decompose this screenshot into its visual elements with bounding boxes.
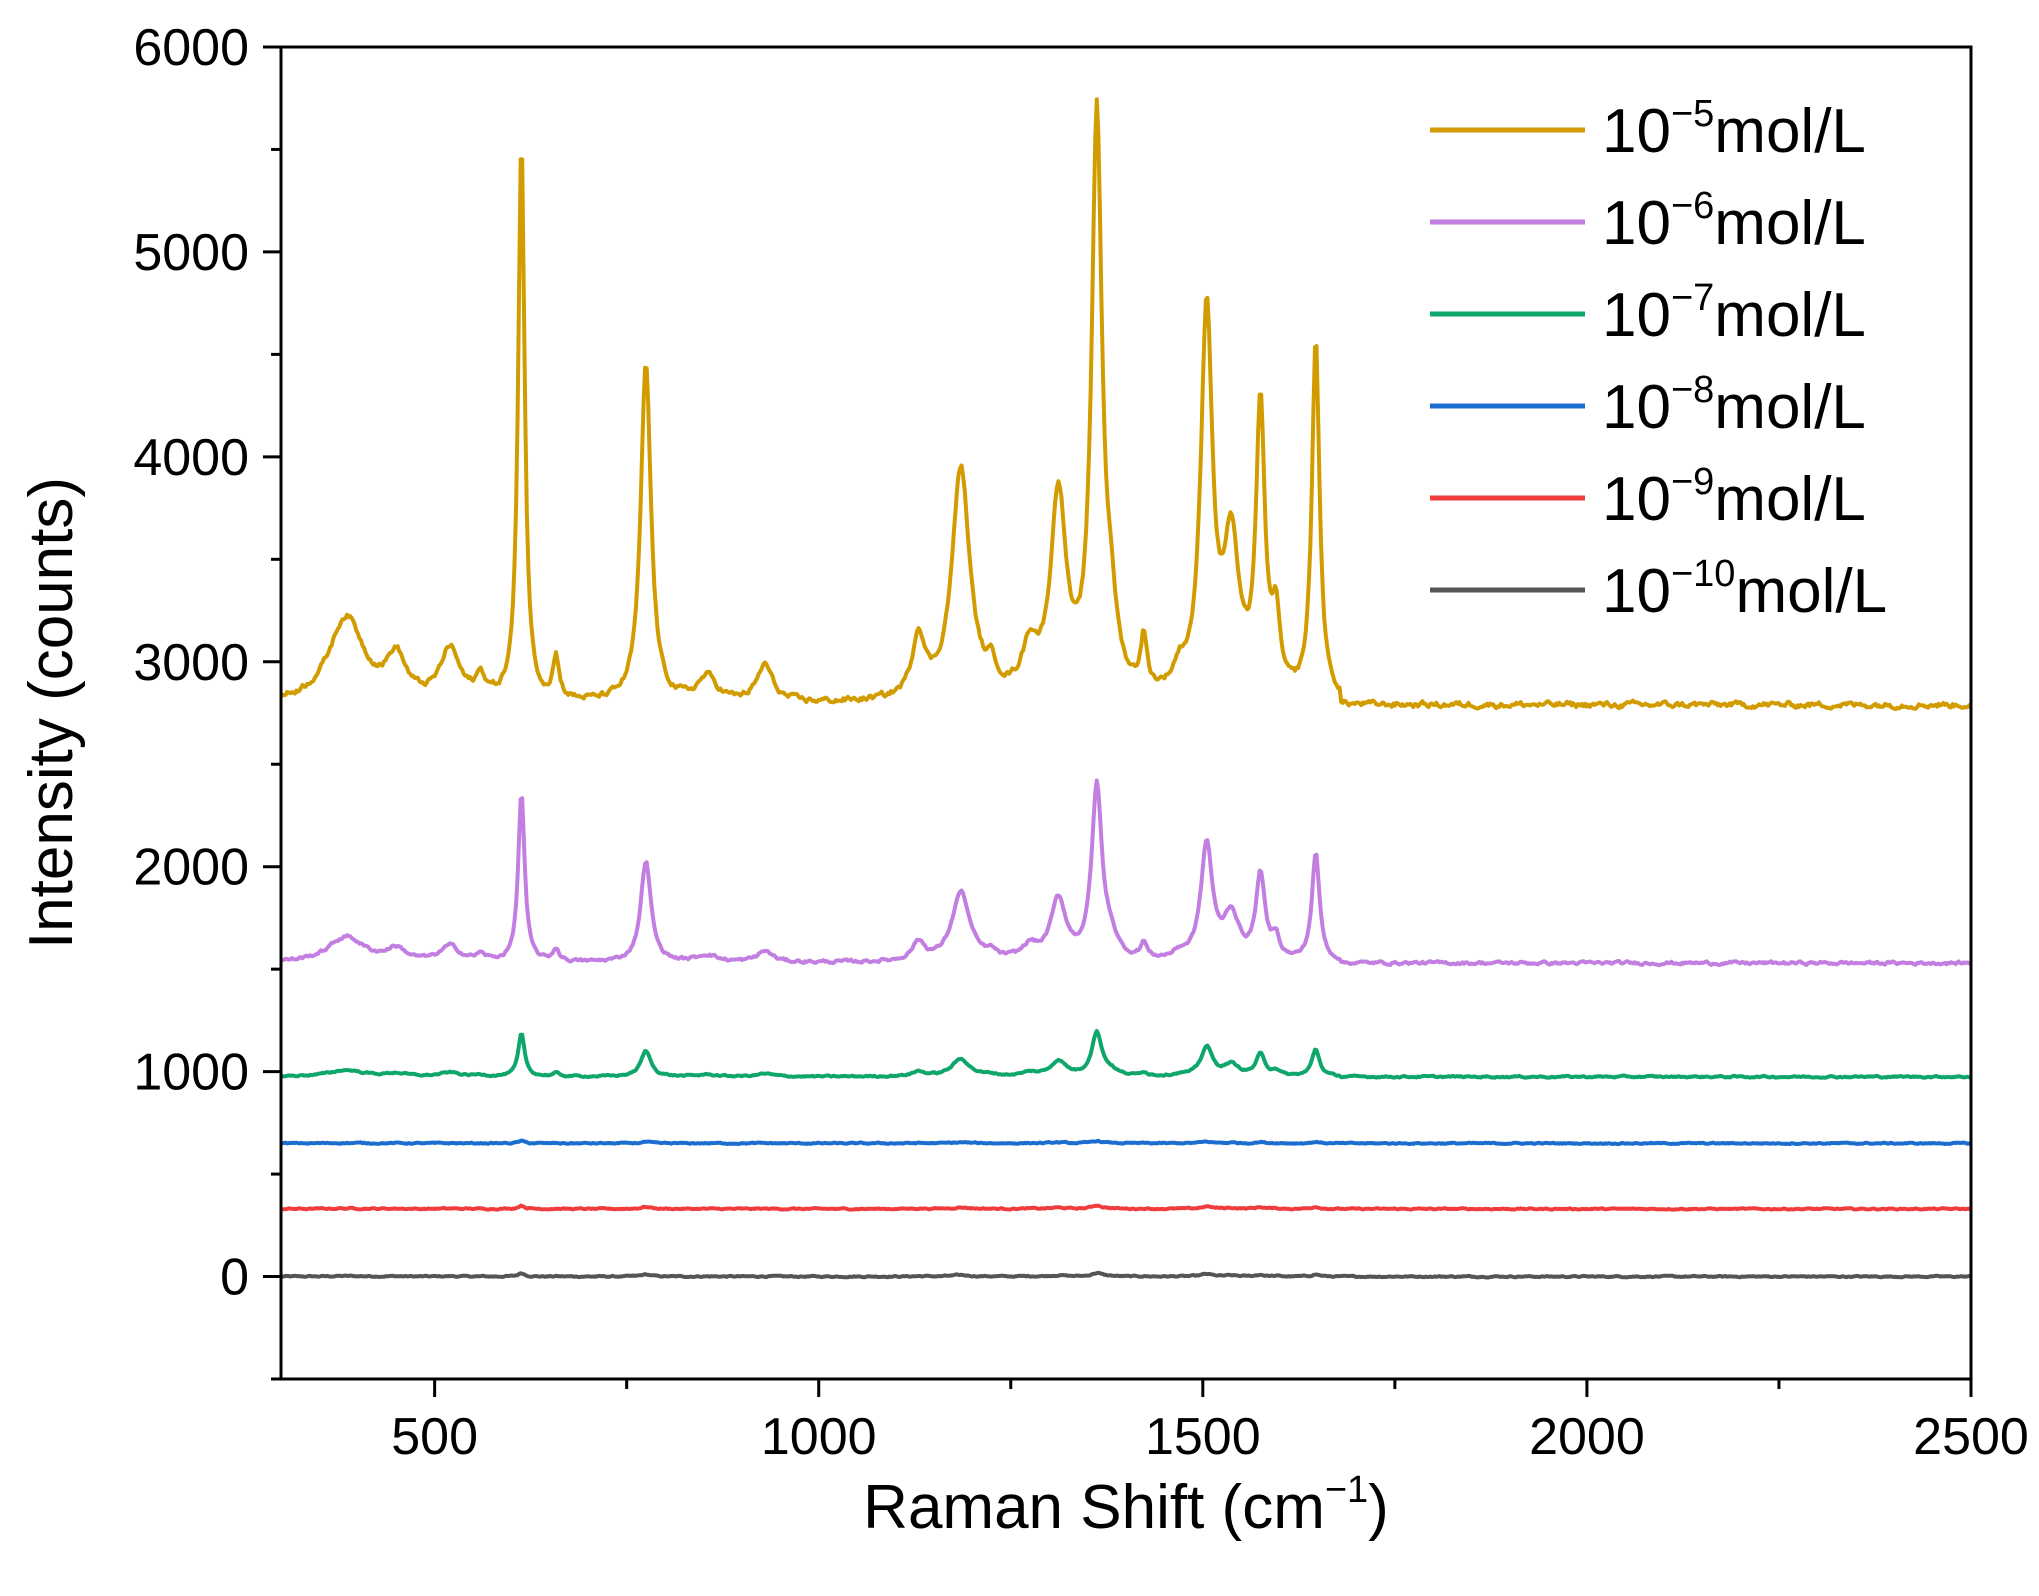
legend-exponent: −9 [1671, 461, 1714, 503]
legend-unit: mol/L [1714, 373, 1866, 442]
y-tick-label: 2000 [133, 839, 249, 897]
legend: 10−5mol/L10−6mol/L10−7mol/L10−8mol/L10−9… [1430, 93, 1887, 626]
x-tick-label: 2000 [1529, 1408, 1645, 1466]
legend-unit: mol/L [1735, 557, 1887, 626]
series-layer [279, 97, 1972, 1280]
legend-label-5: 10−9mol/L [1602, 461, 1866, 534]
legend-base: 10 [1602, 97, 1671, 166]
y-tick-label: 0 [220, 1249, 249, 1307]
x-tick-label: 500 [391, 1408, 478, 1466]
legend-exponent: −5 [1671, 93, 1714, 135]
series-line-5 [280, 1203, 1972, 1212]
series-line-2 [280, 778, 1972, 968]
x-tick-label: 1500 [1145, 1408, 1261, 1466]
y-tick-label: 5000 [133, 224, 249, 282]
legend-base: 10 [1602, 281, 1671, 350]
y-tick-label: 1000 [133, 1044, 249, 1102]
legend-unit: mol/L [1714, 189, 1866, 258]
y-tick-label: 3000 [133, 634, 249, 692]
tick-layer: 500 1000 1500 2000 2500 0 1000 2000 3000 4000 5000… [133, 19, 2029, 1466]
legend-unit: mol/L [1714, 465, 1866, 534]
legend-unit: mol/L [1714, 97, 1866, 166]
y-tick-label: 4000 [133, 429, 249, 487]
y-tick-label: 6000 [133, 19, 249, 77]
legend-base: 10 [1602, 373, 1671, 442]
legend-base: 10 [1602, 557, 1671, 626]
x-axis-title-tail: ) [1368, 1473, 1389, 1542]
x-axis-title-main: Raman Shift (cm [863, 1473, 1325, 1542]
series-line-4 [280, 1138, 1972, 1147]
x-tick-label: 1000 [761, 1408, 877, 1466]
legend-exponent: −6 [1671, 185, 1714, 227]
legend-label-3: 10−7mol/L [1602, 277, 1866, 350]
series-line-1 [279, 97, 1972, 712]
x-axis-title: Raman Shift (cm−1) [863, 1469, 1389, 1542]
series-line-3 [280, 1029, 1972, 1080]
legend-base: 10 [1602, 189, 1671, 258]
legend-label-4: 10−8mol/L [1602, 369, 1866, 442]
series-line-6 [280, 1270, 1972, 1280]
y-axis-title: Intensity (counts) [17, 477, 86, 949]
legend-exponent: −7 [1671, 277, 1714, 319]
x-tick-label: 2500 [1913, 1408, 2029, 1466]
plot-frame [279, 45, 1973, 1381]
legend-label-1: 10−5mol/L [1602, 93, 1866, 166]
x-axis-title-superscript: −1 [1325, 1469, 1368, 1511]
legend-exponent: −10 [1671, 553, 1735, 595]
legend-label-6: 10−10mol/L [1602, 553, 1887, 626]
legend-unit: mol/L [1714, 281, 1866, 350]
legend-base: 10 [1602, 465, 1671, 534]
legend-exponent: −8 [1671, 369, 1714, 411]
legend-label-2: 10−6mol/L [1602, 185, 1866, 258]
